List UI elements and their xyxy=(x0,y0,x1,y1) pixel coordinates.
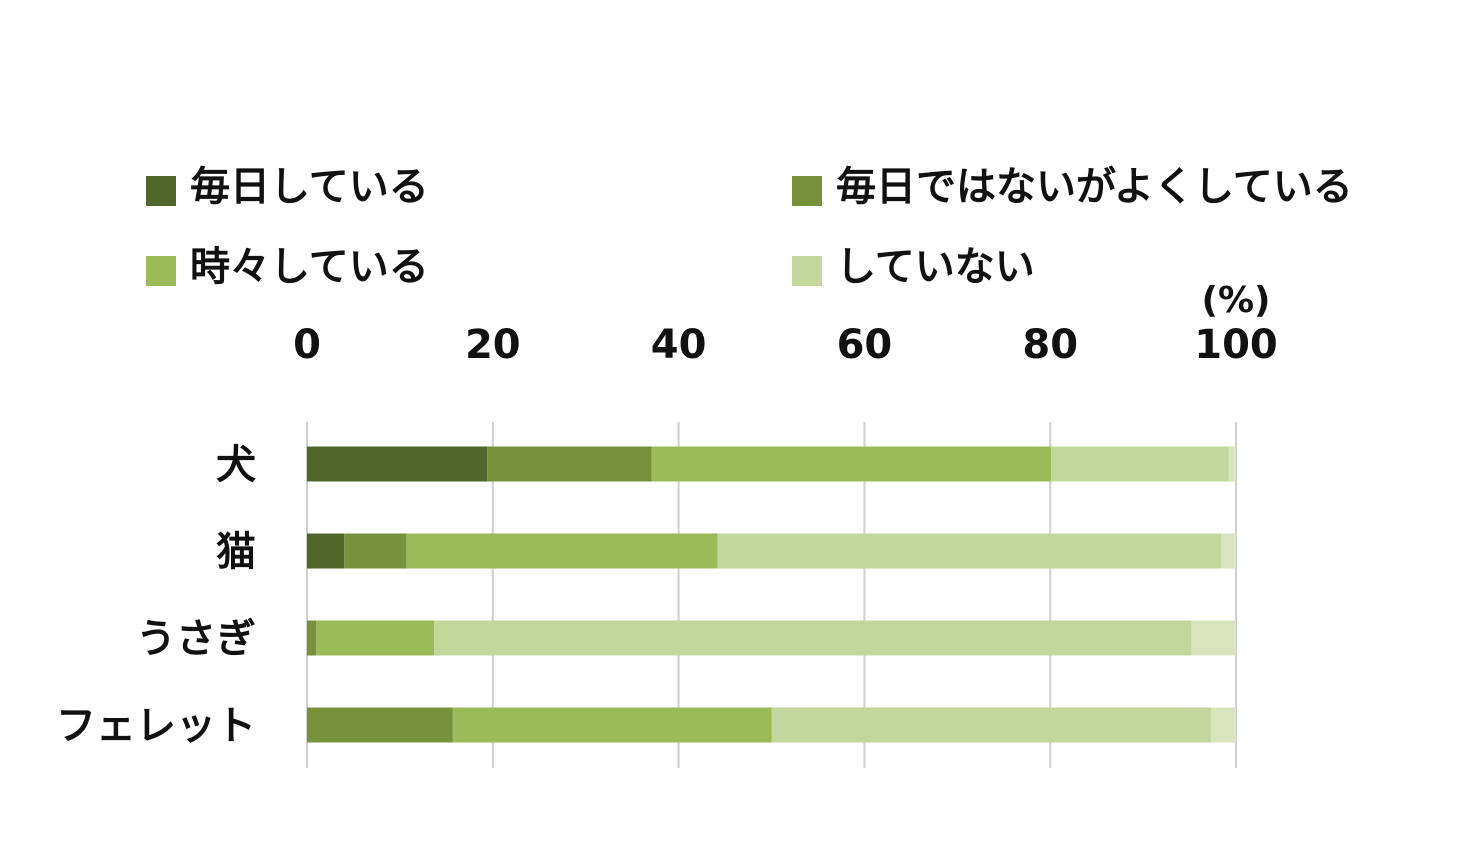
bar-0-series-0 xyxy=(307,446,488,482)
bar-0-series-2 xyxy=(651,446,1052,482)
bar-3-series-3 xyxy=(771,707,1211,743)
category-label-2: うさぎ xyxy=(136,616,256,662)
x-tick-label-20: 20 xyxy=(465,322,521,368)
bar-2-series-3 xyxy=(434,620,1192,656)
bars xyxy=(307,446,1236,743)
x-tick-label-60: 60 xyxy=(837,322,893,368)
legend-label-1: 毎日ではないがよくしている xyxy=(836,164,1353,210)
bar-3-series-2 xyxy=(452,707,772,743)
bar-2-series-1 xyxy=(307,620,317,656)
bar-2-series-2 xyxy=(316,620,435,656)
bar-1-series-2 xyxy=(406,533,718,569)
bar-1-series-3 xyxy=(717,533,1222,569)
legend-swatch-2 xyxy=(146,256,176,286)
bar-3-series-4 xyxy=(1210,707,1236,743)
legend-swatch-0 xyxy=(146,176,176,206)
legend-swatch-1 xyxy=(792,176,822,206)
x-tick-label-80: 80 xyxy=(1022,322,1078,368)
legend-swatch-3 xyxy=(792,256,822,286)
category-label-3: フェレット xyxy=(56,703,256,749)
category-label-0: 犬 xyxy=(216,442,256,488)
x-axis-ticks: 0 20 40 60 80 100 xyxy=(293,322,1278,368)
legend-label-3: していない xyxy=(836,244,1035,290)
unit-label: (%) xyxy=(1202,280,1271,321)
bar-1-series-0 xyxy=(307,533,345,569)
x-tick-label-40: 40 xyxy=(651,322,707,368)
legend-label-2: 時々している xyxy=(190,244,429,290)
bar-0-series-3 xyxy=(1051,446,1229,482)
bar-0-series-1 xyxy=(487,446,652,482)
bar-1-series-4 xyxy=(1221,533,1236,569)
x-tick-label-100: 100 xyxy=(1194,322,1278,368)
bar-2-series-4 xyxy=(1191,620,1236,656)
bar-0-series-4 xyxy=(1228,446,1236,482)
x-tick-label-0: 0 xyxy=(293,322,321,368)
category-label-1: 猫 xyxy=(216,529,256,575)
legend: 毎日している 毎日ではないがよくしている 時々している していない xyxy=(146,164,1353,290)
bar-1-series-1 xyxy=(344,533,407,569)
legend-label-0: 毎日している xyxy=(190,164,429,210)
bar-3-series-1 xyxy=(307,707,453,743)
